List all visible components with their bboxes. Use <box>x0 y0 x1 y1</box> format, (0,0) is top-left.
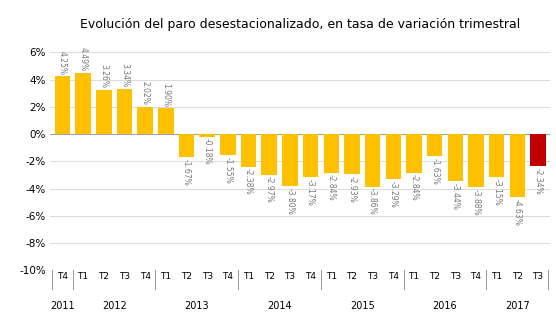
Bar <box>158 108 173 134</box>
Text: -3.17%: -3.17% <box>306 179 315 206</box>
Bar <box>96 90 112 134</box>
Text: -2.84%: -2.84% <box>327 175 336 201</box>
Text: -3.86%: -3.86% <box>368 188 377 215</box>
Text: 2.02%: 2.02% <box>141 81 150 105</box>
Text: -2.38%: -2.38% <box>244 168 253 195</box>
Bar <box>282 134 297 186</box>
Text: 4.25%: 4.25% <box>58 51 67 74</box>
Text: -3.44%: -3.44% <box>451 183 460 210</box>
Text: 2012: 2012 <box>102 301 127 311</box>
Bar <box>406 134 421 173</box>
Bar <box>137 107 153 134</box>
Bar <box>117 89 132 134</box>
Text: -2.93%: -2.93% <box>348 176 356 203</box>
Text: -3.80%: -3.80% <box>285 187 294 214</box>
Bar <box>241 134 256 166</box>
Text: -3.88%: -3.88% <box>471 189 480 215</box>
Text: 3.34%: 3.34% <box>120 63 129 87</box>
Bar <box>54 76 70 134</box>
Title: Evolución del paro desestacionalizado, en tasa de variación trimestral: Evolución del paro desestacionalizado, e… <box>80 17 520 31</box>
Bar <box>344 134 360 174</box>
Bar <box>76 73 91 134</box>
Text: 2017: 2017 <box>505 301 530 311</box>
Text: 2016: 2016 <box>433 301 457 311</box>
Bar <box>261 134 277 175</box>
Bar <box>179 134 194 157</box>
Text: -3.29%: -3.29% <box>389 181 398 207</box>
Bar <box>468 134 484 187</box>
Bar <box>427 134 443 156</box>
Text: -4.63%: -4.63% <box>513 199 522 226</box>
Text: -2.84%: -2.84% <box>409 175 419 201</box>
Bar <box>365 134 380 187</box>
Text: -1.55%: -1.55% <box>224 157 232 184</box>
Text: 3.26%: 3.26% <box>100 64 108 88</box>
Bar <box>448 134 463 181</box>
Text: -1.63%: -1.63% <box>430 158 439 185</box>
Bar <box>385 134 401 179</box>
Text: 2014: 2014 <box>267 301 292 311</box>
Text: 2013: 2013 <box>185 301 209 311</box>
Text: -2.34%: -2.34% <box>534 168 543 194</box>
Bar <box>324 134 339 173</box>
Bar <box>200 134 215 137</box>
Text: 2011: 2011 <box>50 301 75 311</box>
Bar <box>510 134 525 197</box>
Text: -3.15%: -3.15% <box>492 179 501 205</box>
Text: 2015: 2015 <box>350 301 375 311</box>
Text: -0.18%: -0.18% <box>203 138 212 165</box>
Bar <box>303 134 319 177</box>
Text: -1.67%: -1.67% <box>182 158 191 185</box>
Text: -2.97%: -2.97% <box>265 176 274 203</box>
Text: 4.49%: 4.49% <box>78 47 88 71</box>
Bar <box>489 134 504 177</box>
Text: 1.90%: 1.90% <box>161 82 170 107</box>
Bar <box>530 134 546 166</box>
Bar <box>220 134 236 155</box>
